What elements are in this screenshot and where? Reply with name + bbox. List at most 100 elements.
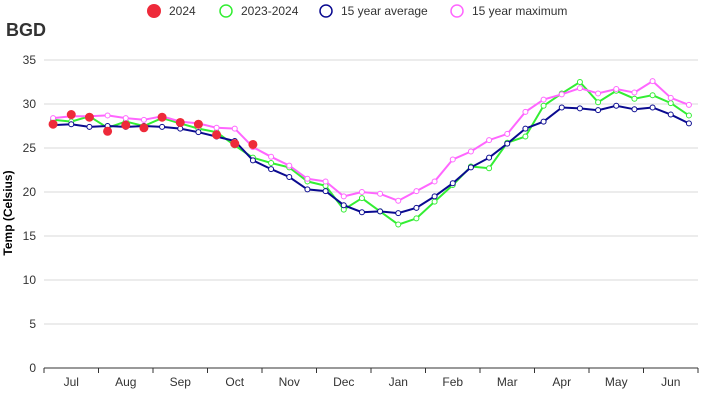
- y-tick-label: 0: [29, 361, 36, 375]
- data-point: [340, 202, 347, 209]
- legend-label: 15 year maximum: [472, 4, 567, 18]
- axes: 0 5 10 15 20 25 30 35 Jul Aug Sep Oct Nov Dec Jan Feb Ma…: [23, 53, 699, 389]
- data-point: [540, 102, 547, 109]
- data-point: [667, 94, 674, 101]
- chart-title: BGD: [6, 20, 46, 40]
- data-point: [377, 208, 384, 215]
- data-point: [649, 92, 656, 99]
- data-point: [248, 139, 258, 149]
- data-point: [467, 164, 474, 171]
- data-point: [631, 89, 638, 96]
- data-point: [613, 102, 620, 109]
- y-axis-label: Temp (Celsius): [1, 170, 15, 255]
- y-tick-label: 35: [23, 53, 37, 67]
- data-point: [685, 112, 692, 119]
- legend[interactable]: 2024 2023-2024 15 year average 15 year maxi…: [147, 4, 567, 18]
- data-point: [431, 198, 438, 205]
- data-point: [230, 139, 240, 149]
- data-point: [613, 86, 620, 93]
- data-point: [249, 157, 256, 164]
- data-point: [504, 130, 511, 137]
- data-point: [377, 190, 384, 197]
- data-point: [48, 119, 58, 129]
- data-point: [358, 189, 365, 195]
- x-tick-label: Sep: [170, 375, 192, 389]
- data-point: [649, 78, 656, 85]
- data-point: [157, 112, 167, 122]
- x-tick-label: May: [605, 375, 628, 389]
- data-point: [322, 188, 329, 195]
- data-point: [139, 123, 149, 133]
- data-point: [195, 129, 202, 136]
- y-tick-label: 25: [23, 141, 37, 155]
- legend-item[interactable]: 15 year average: [319, 4, 428, 18]
- data-point: [286, 162, 293, 169]
- data-point: [486, 165, 493, 172]
- data-point: [595, 107, 602, 114]
- data-point: [504, 140, 511, 147]
- legend-label: 2023-2024: [241, 4, 299, 18]
- data-point: [413, 204, 420, 211]
- legend-label: 15 year average: [341, 4, 428, 18]
- data-point: [486, 154, 493, 161]
- data-point: [193, 119, 203, 129]
- series-15-year-maximum: [50, 78, 692, 204]
- data-point: [595, 99, 602, 106]
- data-point: [140, 116, 147, 123]
- legend-marker: [319, 4, 333, 18]
- legend-item[interactable]: 2023-2024: [219, 4, 299, 18]
- data-point: [631, 95, 638, 102]
- data-point: [104, 112, 111, 119]
- x-tick-label: Oct: [225, 375, 244, 389]
- data-point: [667, 111, 674, 118]
- x-tick-label: Jan: [389, 375, 408, 389]
- data-point: [467, 148, 474, 155]
- data-point: [685, 120, 692, 127]
- y-tick-label: 10: [23, 273, 37, 287]
- data-point: [449, 180, 456, 187]
- legend-item[interactable]: 15 year maximum: [450, 4, 567, 18]
- data-point: [522, 108, 529, 115]
- data-point: [395, 210, 402, 217]
- data-point: [449, 156, 456, 163]
- data-point: [576, 85, 583, 92]
- data-point: [175, 117, 185, 127]
- series-line: [53, 80, 690, 226]
- data-point: [522, 133, 529, 140]
- data-point: [304, 175, 311, 182]
- data-point: [84, 112, 94, 122]
- series-2024: [48, 110, 258, 149]
- series-line: [53, 79, 690, 202]
- y-tick-label: 15: [23, 229, 37, 243]
- x-tick-label: Aug: [115, 375, 136, 389]
- data-point: [540, 118, 547, 125]
- data-point: [413, 188, 420, 195]
- data-point: [304, 186, 311, 193]
- data-point: [103, 126, 113, 136]
- data-point: [213, 124, 220, 131]
- data-point: [649, 104, 656, 111]
- x-tick-label: Nov: [279, 375, 300, 389]
- data-point: [413, 215, 420, 222]
- series-area: [48, 78, 692, 228]
- y-tick-label: 20: [23, 185, 37, 199]
- data-point: [395, 197, 402, 204]
- y-tick-label: 30: [23, 97, 37, 111]
- data-point: [68, 121, 75, 128]
- data-point: [631, 106, 638, 113]
- series-line: [53, 104, 690, 215]
- legend-item[interactable]: 2024: [147, 4, 196, 18]
- x-tick-label: Jul: [64, 375, 79, 389]
- data-point: [121, 120, 131, 130]
- data-point: [358, 209, 365, 216]
- x-tick-label: Mar: [497, 375, 518, 389]
- legend-label: 2024: [169, 4, 196, 18]
- data-point: [212, 130, 222, 140]
- data-point: [86, 123, 93, 130]
- series-2023-2024: [50, 79, 692, 228]
- data-point: [667, 100, 674, 107]
- legend-marker: [450, 4, 464, 18]
- legend-marker: [147, 4, 161, 18]
- data-point: [540, 96, 547, 103]
